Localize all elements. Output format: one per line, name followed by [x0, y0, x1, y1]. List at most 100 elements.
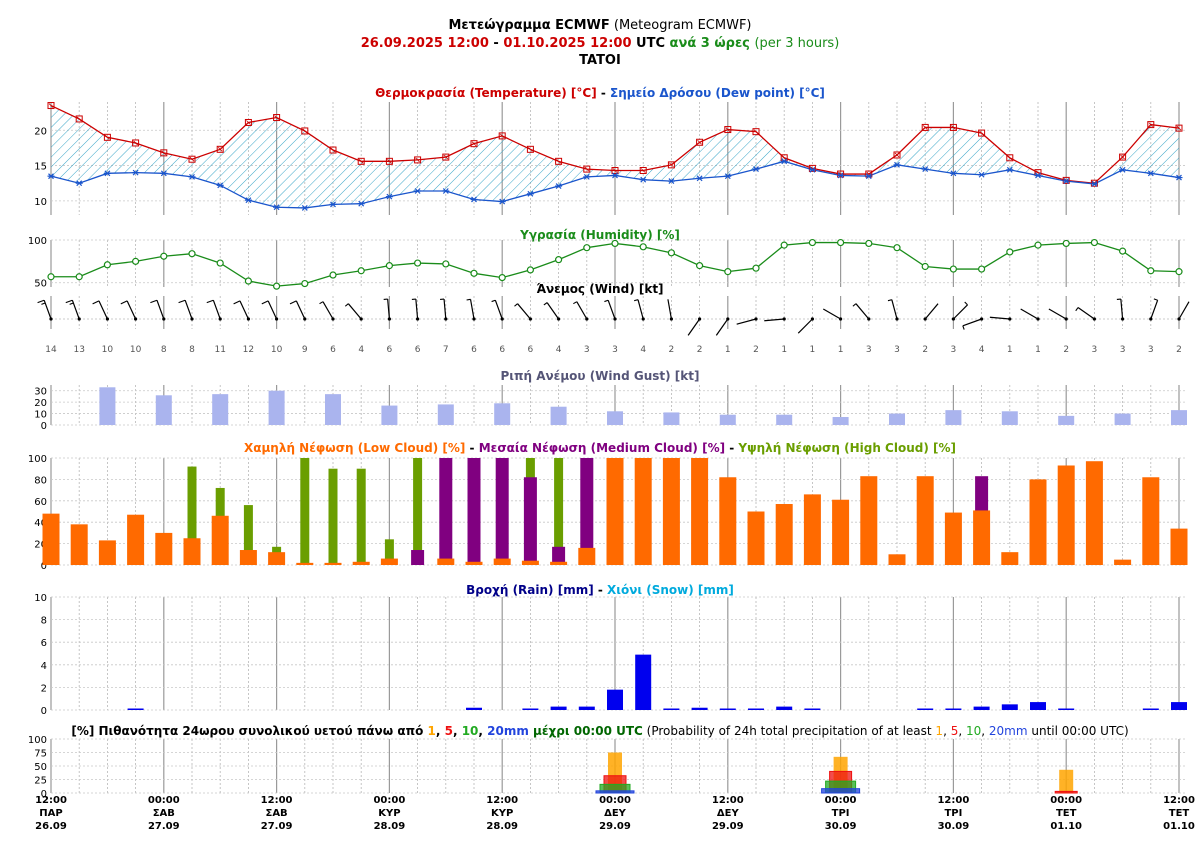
low-cloud-bar — [1142, 477, 1160, 565]
x-axis-day: ΤΡΙ — [944, 808, 962, 819]
low-cloud-bar — [1029, 479, 1047, 565]
temperature-point — [837, 170, 845, 178]
temperature-title: Θερμοκρασία (Temperature) [°C] - Σημείο … — [375, 86, 825, 100]
wind-gust-bar — [663, 412, 680, 425]
x-axis-date: 01.10 — [1163, 821, 1195, 832]
humidity-point — [893, 244, 901, 252]
precipitation-ytick-label: 10 — [34, 593, 47, 604]
x-axis-time: 12:00 — [35, 795, 67, 806]
wind-speed-label: 6 — [330, 345, 336, 355]
dewpoint-star-d2 — [583, 173, 590, 180]
medium-cloud-bar — [580, 458, 594, 565]
date-separator: - — [493, 36, 499, 51]
cloud-ytick-label: 60 — [34, 497, 47, 508]
temperature-point-cross — [217, 147, 223, 152]
temperature-point — [442, 153, 450, 161]
low-cloud-bar — [352, 561, 370, 565]
wind-title: Άνεμος (Wind) [kt] — [536, 282, 663, 296]
wind-barb — [440, 298, 448, 321]
dewpoint-point — [103, 170, 111, 177]
temperature-point-cross — [894, 152, 900, 158]
dewpoint-star-d2 — [724, 173, 731, 180]
dewpoint-star-d2 — [76, 180, 83, 187]
rain-bar — [719, 708, 736, 710]
wind-barb — [667, 299, 674, 321]
temperature-point — [1090, 179, 1098, 187]
humidity-point — [752, 264, 760, 272]
rain-bar — [945, 708, 962, 710]
humidity-point — [329, 271, 337, 279]
probability-title-part: 20mm — [483, 724, 529, 738]
wind-gust-bar — [550, 406, 567, 425]
wind-speed-label: 2 — [922, 345, 928, 355]
wind-speed-label: 2 — [753, 345, 759, 355]
wind-barb-dot — [585, 317, 589, 321]
probability-title-part: 10 — [962, 724, 981, 738]
humidity-title-part: Υγρασία (Humidity) [%] — [519, 228, 680, 242]
wind-speed-label: 3 — [1120, 345, 1126, 355]
temperature-point-cross — [246, 120, 251, 125]
dewpoint-star-d2 — [386, 193, 393, 200]
wind-gust-bar — [776, 414, 793, 425]
temperature-point-cross — [48, 103, 54, 108]
title-bold: Μετεώγραμμα ECMWF — [448, 18, 610, 33]
wind-gust-bar — [1058, 415, 1075, 425]
wind-barb-dot — [275, 317, 279, 321]
temperature-point — [414, 156, 422, 164]
wind-speed-label: 14 — [45, 345, 57, 355]
wind-barb-staff — [855, 303, 870, 320]
dewpoint-point — [1175, 174, 1183, 181]
wind-barb-dot — [557, 317, 561, 321]
wind-barb-feather — [344, 303, 349, 307]
dewpoint-star-d2 — [978, 171, 985, 178]
low-cloud-bar — [1085, 461, 1103, 565]
wind-barb-staff — [962, 318, 982, 327]
wind-gust-bar — [99, 387, 116, 425]
rain-bar — [973, 706, 990, 710]
dewpoint-star-d2 — [245, 197, 252, 204]
cloud-ytick-label: 0 — [41, 561, 47, 572]
temperature-point — [470, 140, 478, 148]
high-cloud-bar — [187, 466, 197, 565]
wind-barb-staff — [891, 299, 898, 320]
wind-barb-feather — [604, 299, 609, 303]
probability-title-part: μέχρι 00:00 UTC — [529, 724, 643, 738]
probability-ytick-label: 100 — [28, 735, 47, 746]
temperature-point — [921, 123, 929, 131]
low-cloud-bar — [1170, 528, 1188, 565]
probability-title-part: , — [453, 724, 458, 738]
temperature-ytick-label: 10 — [34, 197, 47, 208]
wind-speed-label: 4 — [979, 345, 985, 355]
probability-title-part: until 00:00 UTC) — [1028, 724, 1129, 738]
temperature-point — [555, 157, 563, 165]
title-normal: (Meteogram ECMWF) — [613, 18, 752, 33]
humidity-point — [667, 249, 676, 257]
humidity-point — [216, 259, 224, 267]
dewpoint-star-d2 — [809, 166, 816, 173]
wind-barb — [319, 301, 335, 321]
wind-barb — [604, 299, 617, 321]
wind-barb-staff — [607, 300, 616, 320]
dewpoint-star-d2 — [696, 175, 703, 182]
wind-speed-label: 6 — [499, 345, 505, 355]
precipitation-title: Βροχή (Rain) [mm] - Χιόνι (Snow) [mm] — [466, 583, 734, 597]
wind-barb-dot — [810, 317, 815, 321]
high-cloud-bar — [384, 539, 394, 565]
wind-barb-staff — [667, 299, 672, 320]
humidity-point — [836, 238, 845, 247]
temperature-point — [47, 102, 55, 110]
wind-gust-ytick-label: 30 — [34, 387, 47, 398]
utc-label: UTC — [636, 36, 665, 51]
dewpoint-point — [667, 178, 675, 185]
dewpoint-point — [470, 196, 478, 203]
temperature-point — [949, 123, 957, 131]
low-cloud-bar — [70, 524, 88, 565]
wind-barb-dot — [1121, 317, 1125, 321]
low-cloud-bar — [324, 562, 342, 565]
humidity-point — [639, 243, 647, 251]
wind-gust-bar — [437, 404, 454, 425]
wind-barb — [1116, 298, 1125, 321]
humidity-point — [273, 282, 281, 290]
